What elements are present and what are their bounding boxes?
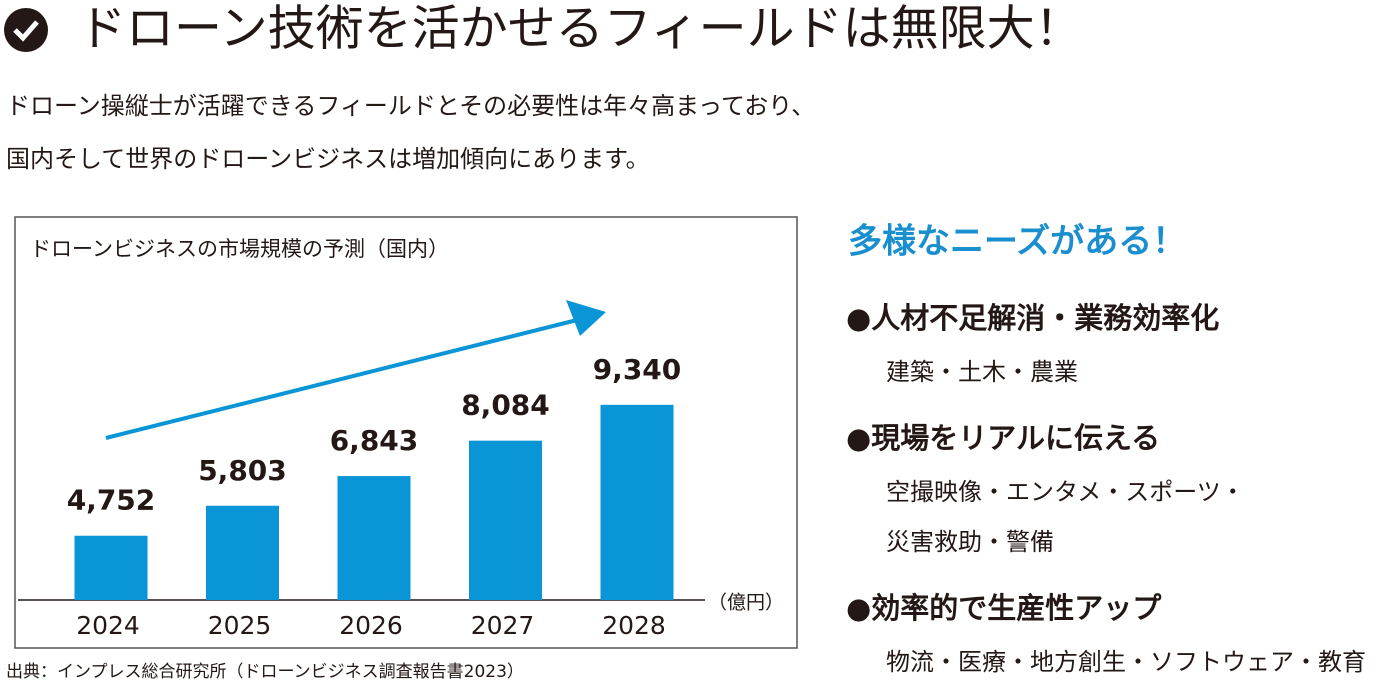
value-label: 9,340 xyxy=(593,353,682,386)
bar xyxy=(469,440,542,600)
x-tick-label: 2028 xyxy=(602,611,666,640)
chart-frame xyxy=(14,216,798,649)
page-title: ドローン技術を活かせるフィールドは無限大！ xyxy=(78,1,1083,57)
unit-label: （億円） xyxy=(708,592,784,614)
trend-arrow-head xyxy=(566,300,606,336)
need-detail: 空撮映像・エンタメ・スポーツ・ xyxy=(886,478,1245,506)
x-tick-label: 2027 xyxy=(471,611,535,640)
chart-title: ドローンビジネスの市場規模の予測（国内） xyxy=(30,237,449,261)
need-heading: ●効率的で生産性アップ xyxy=(846,591,1162,625)
x-tick-label: 2024 xyxy=(76,611,140,640)
check-icon xyxy=(4,8,48,52)
intro-line: 国内そして世界のドローンビジネスは増加傾向にあります。 xyxy=(6,145,650,173)
bar xyxy=(600,404,674,600)
value-label: 5,803 xyxy=(198,454,287,487)
need-detail: 建築・土木・農業 xyxy=(886,358,1078,386)
value-label: 4,752 xyxy=(67,484,156,517)
value-label: 6,843 xyxy=(330,424,419,457)
need-heading: ●現場をリアルに伝える xyxy=(846,421,1160,455)
bar xyxy=(74,535,148,600)
bar xyxy=(206,505,279,600)
check-mark xyxy=(13,20,39,42)
x-tick-label: 2026 xyxy=(339,611,403,640)
bar xyxy=(337,476,411,600)
trend-arrow xyxy=(105,316,586,440)
intro-line: ドローン操縦士が活躍できるフィールドとその必要性は年々高まっており、 xyxy=(6,92,815,120)
needs-title: 多様なニーズがある！ xyxy=(848,222,1186,262)
value-label: 8,084 xyxy=(461,389,550,422)
need-heading: ●人材不足解消・業務効率化 xyxy=(846,301,1219,335)
need-detail: 物流・医療・地方創生・ソフトウェア・教育 xyxy=(886,648,1366,676)
source-note: 出典：インプレス総合研究所（ドローンビジネス調査報告書2023） xyxy=(6,662,524,682)
need-detail: 災害救助・警備 xyxy=(886,528,1054,556)
x-tick-label: 2025 xyxy=(208,611,272,640)
